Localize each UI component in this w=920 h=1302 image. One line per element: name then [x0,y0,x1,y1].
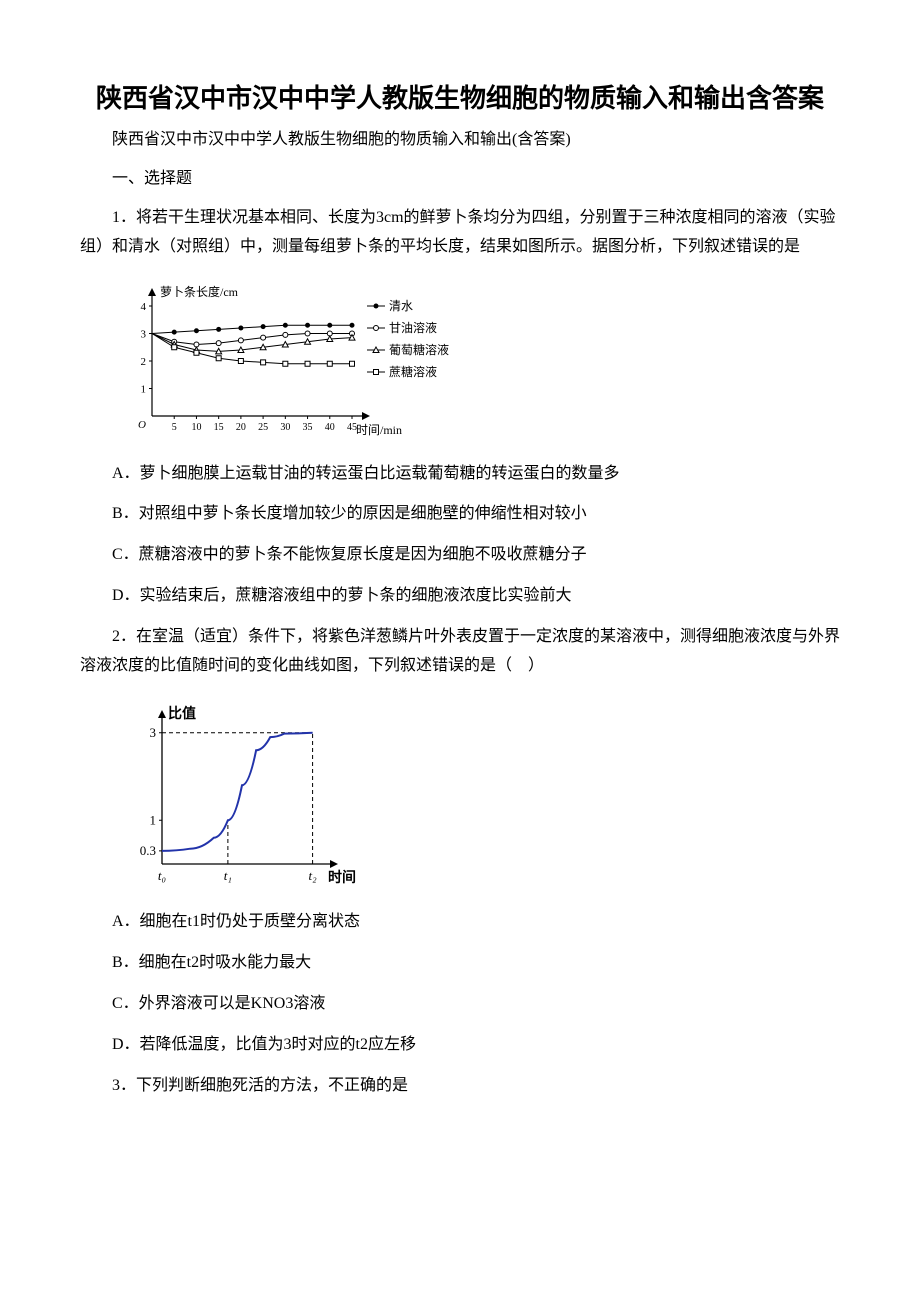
svg-text:时间/min: 时间/min [356,423,402,437]
q2-option-b: B．细胞在t2时吸水能力最大 [80,949,840,978]
svg-text:40: 40 [325,422,335,433]
page-title: 陕西省汉中市汉中中学人教版生物细胞的物质输入和输出含答案 [80,80,840,116]
svg-text:蔗糖溶液: 蔗糖溶液 [389,364,437,379]
svg-text:t₂: t₂ [309,868,318,883]
q2-option-c: C．外界溶液可以是KNO3溶液 [80,990,840,1019]
svg-text:葡萄糖溶液: 葡萄糖溶液 [389,342,449,357]
svg-text:30: 30 [280,422,290,433]
q1-option-d: D．实验结束后，蔗糖溶液组中的萝卜条的细胞液浓度比实验前大 [80,582,840,611]
svg-text:3: 3 [150,725,157,740]
svg-text:4: 4 [141,301,147,313]
svg-text:时间: 时间 [328,869,356,886]
svg-text:t₁: t₁ [224,868,232,883]
q1-option-b: B．对照组中萝卜条长度增加较少的原因是细胞壁的伸缩性相对较小 [80,500,840,529]
q1-stem: 1．将若干生理状况基本相同、长度为3cm的鲜萝卜条均分为四组，分别置于三种浓度相… [80,204,840,262]
q2-stem: 2．在室温（适宜）条件下，将紫色洋葱鳞片叶外表皮置于一定浓度的某溶液中，测得细胞… [80,623,840,681]
q3-stem: 3．下列判断细胞死活的方法，不正确的是 [80,1072,840,1101]
svg-text:O: O [138,419,146,431]
q2-option-a: A．细胞在t1时仍处于质壁分离状态 [80,908,840,937]
section-heading: 一、选择题 [80,165,840,194]
q1-option-a: A．萝卜细胞膜上运载甘油的转运蛋白比运载葡萄糖的转运蛋白的数量多 [80,460,840,489]
svg-text:15: 15 [214,422,224,433]
q1-chart: 萝卜条长度/cm 时间/min 1 2 3 4 O 5 10 15 20 25 30 35 40 45 清水甘油… [112,276,840,446]
svg-text:1: 1 [150,813,157,828]
svg-text:3: 3 [141,328,147,340]
svg-text:2: 2 [141,356,147,368]
subtitle: 陕西省汉中市汉中中学人教版生物细胞的物质输入和输出(含答案) [80,126,840,155]
svg-text:35: 35 [303,422,313,433]
svg-text:甘油溶液: 甘油溶液 [389,320,437,335]
q2-option-d: D．若降低温度，比值为3时对应的t2应左移 [80,1031,840,1060]
svg-text:25: 25 [258,422,268,433]
svg-text:5: 5 [172,422,177,433]
q1-option-c: C．蔗糖溶液中的萝卜条不能恢复原长度是因为细胞不吸收蔗糖分子 [80,541,840,570]
svg-text:清水: 清水 [389,299,413,313]
svg-text:1: 1 [141,383,147,395]
svg-text:t₀: t₀ [158,868,166,883]
svg-text:0.3: 0.3 [140,843,156,858]
svg-text:20: 20 [236,422,246,433]
svg-text:萝卜条长度/cm: 萝卜条长度/cm [160,284,239,299]
q2-chart: 比值时间 0.3 1 3 t₀ t₁ t₂ [112,694,840,894]
svg-text:10: 10 [191,422,201,433]
svg-text:比值: 比值 [168,705,196,722]
svg-text:45: 45 [347,422,357,433]
